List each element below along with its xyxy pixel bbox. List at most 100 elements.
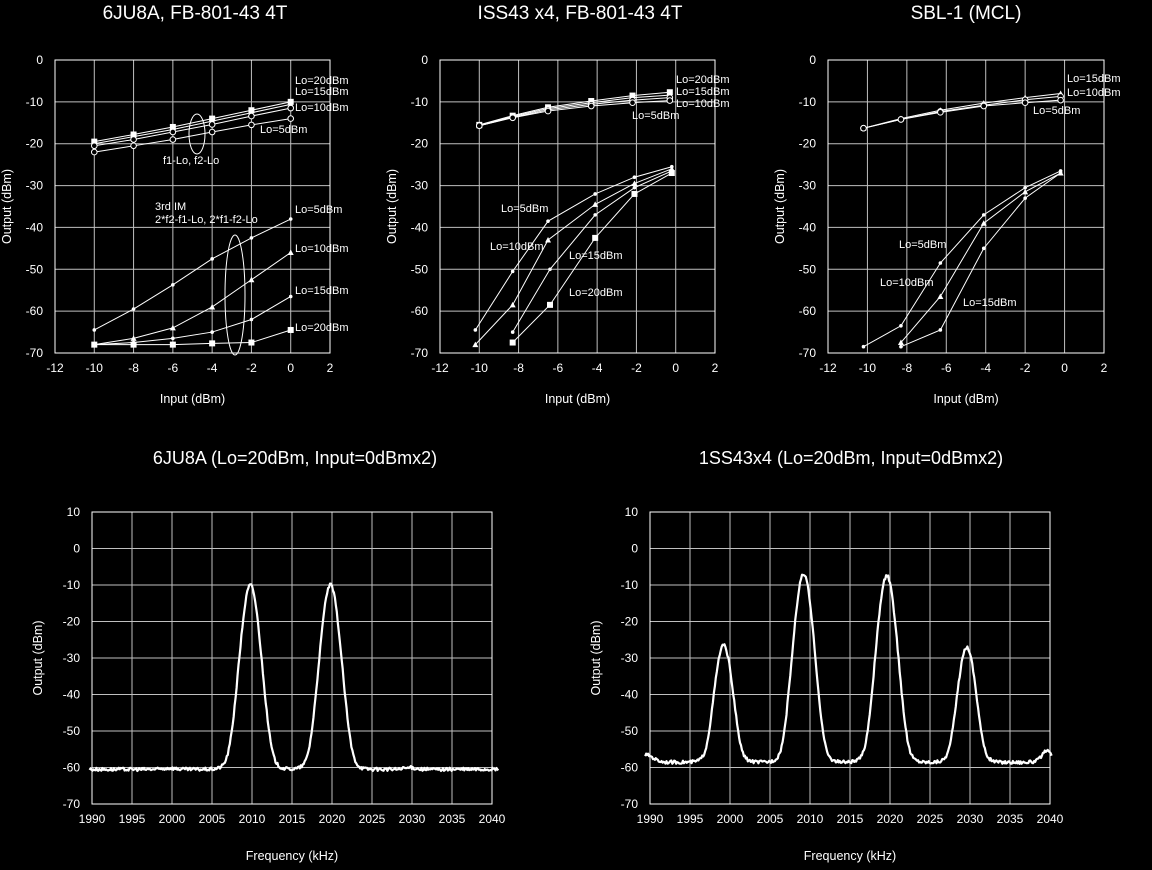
data-point (587, 102, 595, 110)
data-point (288, 294, 293, 299)
data-point (249, 236, 254, 240)
x-tick-label: -12 (431, 361, 449, 375)
x-axis-label: Frequency (kHz) (246, 849, 338, 863)
y-tick-label: 10 (625, 505, 639, 519)
y-tick-label: 0 (36, 53, 43, 67)
plot-3: -12 -10 -8 -6 -4 -2 0 20-10-20-30-40-50-60-70In… (773, 53, 1108, 406)
y-tick-label: -10 (26, 95, 44, 109)
series-line (863, 95, 1061, 129)
data-point (592, 234, 599, 241)
y-tick-label: -70 (26, 346, 44, 360)
y-tick-label: -40 (26, 220, 44, 234)
data-point (1058, 171, 1063, 175)
x-tick-label: 2040 (479, 812, 506, 826)
plot-frame (827, 59, 1105, 354)
annotation-lo10-im-c1: Lo=10dBm (295, 243, 349, 255)
x-tick-label: 2035 (997, 812, 1024, 826)
x-tick-label: -8 (902, 361, 913, 375)
y-tick-label: -40 (799, 220, 817, 234)
annotation-lo5-c3: Lo=5dBm (1033, 105, 1080, 117)
y-tick-label: -50 (799, 262, 817, 276)
chart-title-5: 1SS43x4 (Lo=20dBm, Input=0dBmx2) (699, 448, 1003, 468)
annotation-lo20-c1: Lo=20dBm (295, 75, 349, 87)
data-point (510, 269, 515, 274)
data-point (472, 341, 479, 348)
chart-title-4: 6JU8A (Lo=20dBm, Input=0dBmx2) (153, 448, 437, 468)
data-point (938, 328, 943, 332)
x-tick-label: -4 (980, 361, 991, 375)
data-point (631, 180, 638, 186)
x-axis-label: Input (dBm) (160, 392, 225, 406)
y-tick-label: -70 (411, 346, 429, 360)
y-tick-label: -60 (621, 761, 639, 775)
x-tick-label: -2 (631, 361, 642, 375)
y-tick-label: -30 (799, 179, 817, 193)
data-point (980, 102, 988, 110)
y-tick-label: -20 (411, 137, 429, 151)
x-tick-label: -6 (168, 361, 179, 375)
x-tick-label: 2 (712, 361, 719, 375)
data-point (249, 317, 254, 322)
x-axis-label: Frequency (kHz) (804, 849, 896, 863)
data-point (248, 276, 255, 283)
data-point (509, 114, 516, 122)
data-point (287, 249, 294, 256)
x-tick-label: -6 (941, 361, 952, 375)
data-point (171, 336, 175, 341)
annotation-lo20-c2: Lo=20dBm (676, 74, 730, 86)
x-tick-label: -4 (207, 361, 218, 375)
data-point (248, 121, 255, 129)
data-point (546, 219, 550, 223)
x-tick-label: 2 (327, 361, 334, 375)
series-line (94, 118, 291, 153)
y-tick-label: -10 (63, 578, 81, 592)
annotation-lo10-c2: Lo=10dBm (676, 98, 730, 110)
y-tick-label: -60 (63, 761, 81, 775)
series-line (94, 329, 291, 346)
annotation-lo15-c2: Lo=15dBm (676, 86, 730, 98)
y-tick-label: 10 (67, 505, 81, 519)
x-tick-label: -10 (86, 361, 104, 375)
x-tick-label: 2005 (199, 812, 226, 826)
annotation-im-formula: 2*f2-f1-Lo, 2*f1-f2-Lo (155, 214, 258, 226)
x-tick-label: -4 (592, 361, 603, 375)
ellipse-3rd-im (224, 234, 246, 356)
x-tick-label: 0 (287, 361, 294, 375)
x-tick-label: 2000 (717, 812, 744, 826)
annotation-lo15-im-c1: Lo=15dBm (295, 285, 349, 297)
chart-title-2: ISS43 x4, FB-801-43 4T (478, 3, 683, 24)
annotation-3rd-im: 3rd IM (155, 201, 186, 213)
y-axis-label: Output (dBm) (31, 620, 45, 695)
annotation-lo15-c1: Lo=15dBm (295, 86, 349, 98)
data-point (475, 122, 483, 130)
series-line (900, 172, 1061, 343)
data-point (287, 104, 295, 112)
data-point (248, 112, 255, 120)
plot-2: -12 -10 -8 -6 -4 -2 0 20-10-20-30-40-50-60-70In… (385, 53, 719, 406)
x-tick-label: -10 (859, 361, 877, 375)
x-tick-label: -8 (513, 361, 524, 375)
data-point (980, 220, 987, 226)
y-tick-label: -30 (26, 179, 44, 193)
series-line (863, 92, 1061, 129)
y-tick-label: -10 (621, 578, 639, 592)
y-tick-label: -60 (26, 304, 44, 318)
data-point (1022, 188, 1029, 195)
data-point (92, 328, 97, 332)
x-axis-label: Input (dBm) (545, 392, 610, 406)
data-point (509, 339, 516, 346)
x-tick-label: -6 (553, 361, 564, 375)
data-point (544, 107, 552, 115)
annotation-lo5-im-c1: Lo=5dBm (295, 204, 342, 216)
data-point (248, 339, 255, 346)
series-line (94, 218, 291, 331)
y-tick-label: -50 (26, 262, 44, 276)
y-tick-label: 0 (809, 53, 816, 67)
data-point (937, 293, 944, 299)
y-axis-label: Output (dBm) (773, 169, 787, 244)
data-point (210, 330, 214, 334)
data-point (473, 328, 478, 332)
annotation-lo10-c1: Lo=10dBm (295, 102, 349, 114)
data-point (938, 261, 943, 265)
